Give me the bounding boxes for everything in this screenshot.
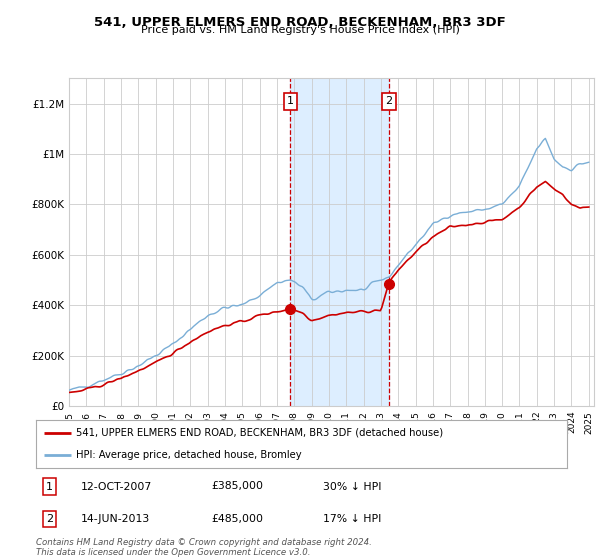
Text: 2: 2 — [46, 514, 53, 524]
Text: Contains HM Land Registry data © Crown copyright and database right 2024.
This d: Contains HM Land Registry data © Crown c… — [36, 538, 372, 557]
Text: Price paid vs. HM Land Registry's House Price Index (HPI): Price paid vs. HM Land Registry's House … — [140, 25, 460, 35]
Text: 14-JUN-2013: 14-JUN-2013 — [81, 514, 151, 524]
Text: £385,000: £385,000 — [211, 482, 263, 492]
Text: 1: 1 — [287, 96, 294, 106]
Text: 30% ↓ HPI: 30% ↓ HPI — [323, 482, 381, 492]
Text: 12-OCT-2007: 12-OCT-2007 — [81, 482, 152, 492]
Text: 1: 1 — [46, 482, 53, 492]
Bar — [290, 78, 389, 406]
Text: 541, UPPER ELMERS END ROAD, BECKENHAM, BR3 3DF: 541, UPPER ELMERS END ROAD, BECKENHAM, B… — [94, 16, 506, 29]
Text: 541, UPPER ELMERS END ROAD, BECKENHAM, BR3 3DF (detached house): 541, UPPER ELMERS END ROAD, BECKENHAM, B… — [76, 428, 443, 438]
Text: HPI: Average price, detached house, Bromley: HPI: Average price, detached house, Brom… — [76, 450, 301, 460]
Text: £485,000: £485,000 — [211, 514, 263, 524]
Text: 2: 2 — [385, 96, 392, 106]
Text: 17% ↓ HPI: 17% ↓ HPI — [323, 514, 381, 524]
